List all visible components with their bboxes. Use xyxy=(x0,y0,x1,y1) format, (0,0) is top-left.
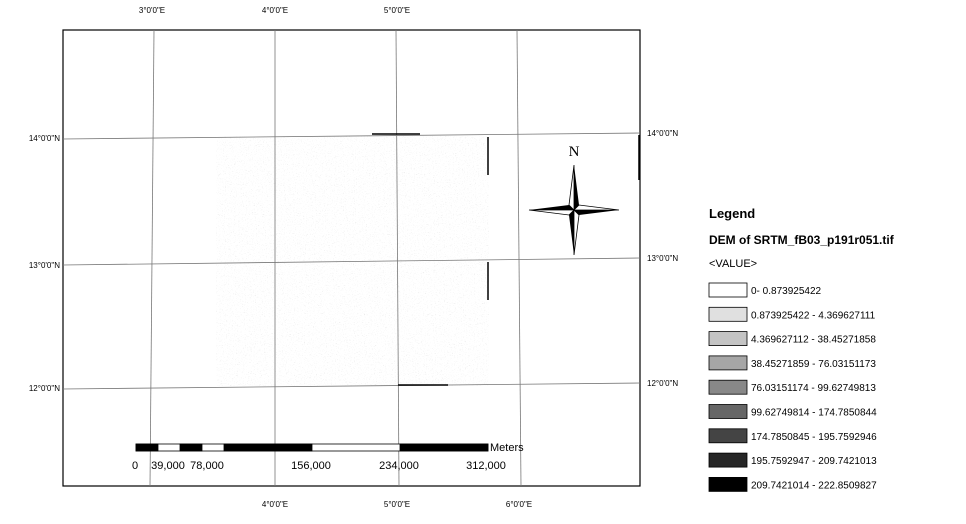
scale-label: 156,000 xyxy=(291,460,331,472)
lat-label: 14°0'0"N xyxy=(29,134,60,143)
lat-label: 13°0'0"N xyxy=(647,254,678,263)
legend-label: 38.45271859 - 76.03151173 xyxy=(751,359,876,370)
legend-swatch xyxy=(709,429,747,443)
legend-title: Legend xyxy=(709,206,755,221)
legend-label: 0- 0.873925422 xyxy=(751,286,822,297)
north-label: N xyxy=(569,144,580,160)
legend-label: 99.62749814 - 174.7850844 xyxy=(751,408,877,419)
lon-label: 3°0'0"E xyxy=(139,6,165,15)
legend-label: 4.369627112 - 38.45271858 xyxy=(751,335,876,346)
scale-label: 0 xyxy=(132,460,138,472)
legend-swatch xyxy=(709,356,747,370)
legend-label: 76.03151174 - 99.62749813 xyxy=(751,383,876,394)
legend-field: <VALUE> xyxy=(709,258,757,270)
lat-label: 13°0'0"N xyxy=(29,261,60,270)
legend-swatch xyxy=(709,405,747,419)
lat-label: 14°0'0"N xyxy=(647,129,678,138)
legend-swatch xyxy=(709,283,747,297)
legend-layer: DEM of SRTM_fB03_p191r051.tif xyxy=(709,233,895,247)
page: {"map": { "graticule": { "top": ["3°0'0\… xyxy=(0,0,966,524)
lon-label: 5°0'0"E xyxy=(384,6,410,15)
lon-label: 4°0'0"E xyxy=(262,6,288,15)
dem-raster xyxy=(216,136,489,386)
legend-swatch xyxy=(709,453,747,467)
scale-label: 39,000 xyxy=(151,460,185,472)
lon-label: 6°0'0"E xyxy=(506,500,532,509)
legend-swatch xyxy=(709,307,747,321)
lon-label: 5°0'0"E xyxy=(384,500,410,509)
scale-bar xyxy=(136,444,488,451)
lat-label: 12°0'0"N xyxy=(29,384,60,393)
legend-label: 174.7850845 - 195.7592946 xyxy=(751,432,877,443)
lon-label: 4°0'0"E xyxy=(262,500,288,509)
legend-swatch xyxy=(709,477,747,491)
legend-swatch xyxy=(709,332,747,346)
legend-label: 0.873925422 - 4.369627111 xyxy=(751,310,876,321)
scale-label: 234,000 xyxy=(379,460,419,472)
legend-swatch xyxy=(709,380,747,394)
scale-label: 312,000 xyxy=(466,460,506,472)
legend-label: 195.7592947 - 209.7421013 xyxy=(751,456,877,467)
legend-label: 209.7421014 - 222.8509827 xyxy=(751,480,877,491)
scale-unit: Meters xyxy=(490,442,524,454)
scale-label: 78,000 xyxy=(190,460,224,472)
map-layout: N 3°0'0"E 4°0'0"E 5°0'0"E 4°0'0"E 5°0'0"E 6°0… xyxy=(0,0,966,519)
lat-label: 12°0'0"N xyxy=(647,379,678,388)
